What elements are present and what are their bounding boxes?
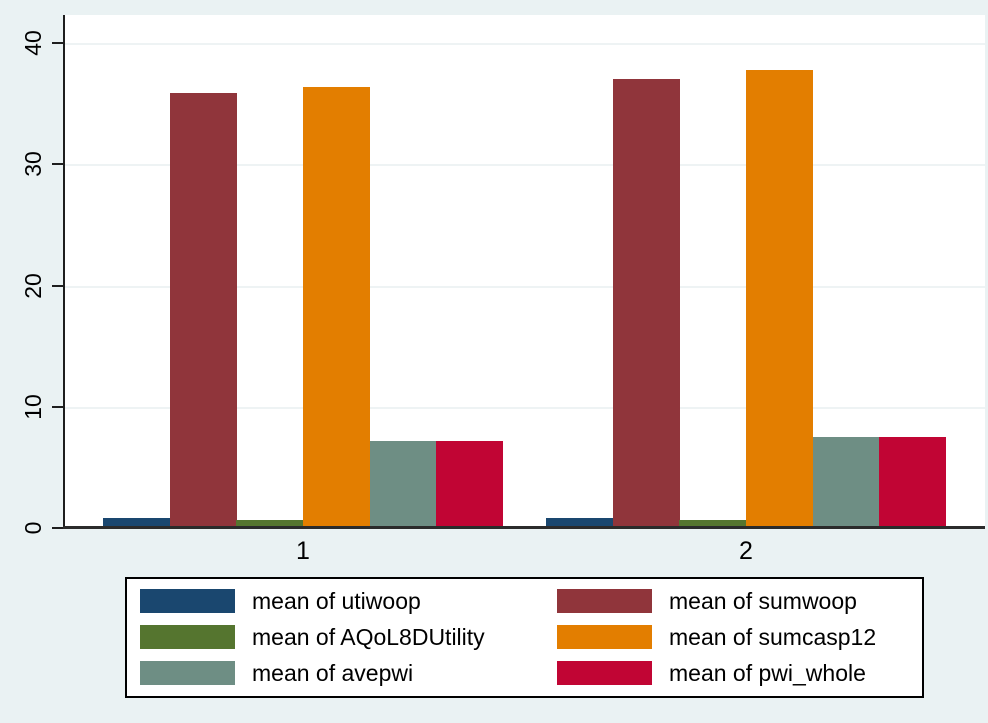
y-axis-line [63,15,65,529]
bar-mean-of-pwi_whole-cat1 [436,441,503,528]
y-axis-tick-0 [52,527,63,529]
legend-swatch-icon [140,589,235,613]
y-axis-tick-label-40: 40 [20,30,46,56]
gridline-y-10 [65,407,985,409]
legend-label: mean of pwi_whole [669,660,866,686]
bar-mean-of-sumcasp12-cat2 [746,70,813,528]
bar-mean-of-utiwoop-cat2 [546,518,613,528]
plot-area [65,15,985,528]
bar-mean-of-aqol8dutility-cat1 [236,520,303,528]
legend-label: mean of utiwoop [252,588,421,614]
legend-swatch-icon [140,661,235,685]
bar-mean-of-aqol8dutility-cat2 [679,520,746,528]
y-axis-tick-label-20: 20 [20,273,46,299]
y-axis-tick-label-10: 10 [20,394,46,420]
y-axis-tick-label-30: 30 [20,151,46,177]
x-axis-category-label-1: 1 [296,537,310,565]
gridline-y-30 [65,164,985,166]
legend-label: mean of sumcasp12 [669,624,877,650]
y-axis-tick-20 [52,285,63,287]
y-axis-tick-30 [52,163,63,165]
bar-mean-of-utiwoop-cat1 [103,518,170,528]
y-axis-tick-label-0: 0 [20,521,46,535]
legend-swatch-icon [557,625,652,649]
legend-swatch-icon [140,625,235,649]
bar-mean-of-sumcasp12-cat1 [303,87,370,528]
legend-label: mean of AQoL8DUtility [252,624,485,650]
bar-mean-of-avepwi-cat1 [370,441,437,528]
bar-mean-of-avepwi-cat2 [813,437,880,528]
legend-label: mean of avepwi [252,660,414,686]
legend-swatch-icon [557,589,652,613]
x-axis-category-label-2: 2 [739,537,753,565]
bar-mean-of-sumwoop-cat1 [170,93,237,528]
y-axis-tick-10 [52,406,63,408]
bar-mean-of-pwi_whole-cat2 [879,437,946,528]
legend-label: mean of sumwoop [669,588,857,614]
legend: mean of utiwoop mean of AQoL8DUtility mean… [125,577,924,698]
legend-swatch-icon [557,661,652,685]
bar-mean-of-sumwoop-cat2 [613,79,680,528]
y-axis-tick-40 [52,42,63,44]
x-axis-line [63,526,985,529]
gridline-y-40 [65,43,985,45]
gridline-y-20 [65,286,985,288]
